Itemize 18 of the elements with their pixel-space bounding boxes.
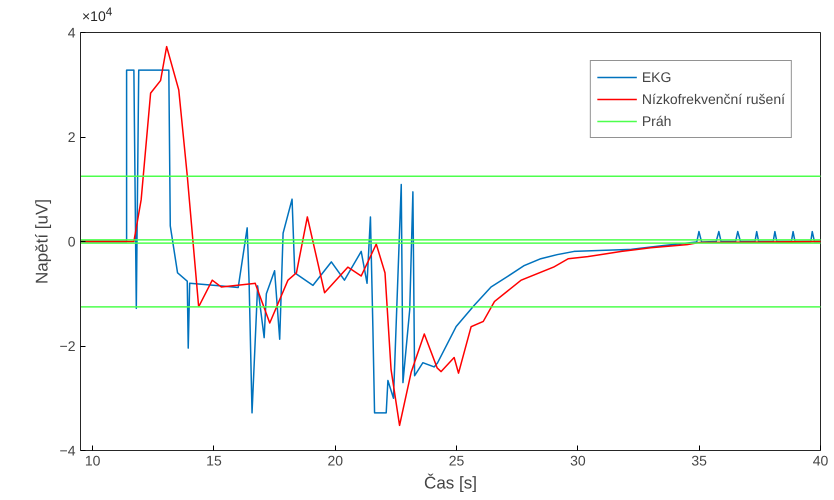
y-tick-label: 2	[68, 129, 76, 145]
x-axis-title: Čas [s]	[424, 474, 477, 492]
x-tick-label: 40	[812, 452, 828, 468]
y-tick-label: 4	[68, 24, 76, 40]
y-tick-label: −2	[60, 338, 76, 354]
y-axis-title: Napětí [uV]	[32, 198, 52, 284]
legend-label: EKG	[642, 69, 672, 85]
x-tick-label: 15	[206, 452, 222, 468]
legend-label: Nízkofrekvenční rušení	[642, 91, 785, 107]
legend-label: Práh	[642, 113, 672, 129]
text: ×10$^{4}$	[82, 5, 112, 24]
x-tick-label: 10	[84, 452, 101, 468]
x-tick-label: 30	[570, 452, 586, 468]
x-tick-label: 25	[448, 452, 465, 468]
y-tick-label: 0	[68, 234, 76, 250]
x-tick-label: 35	[691, 452, 708, 468]
y-tick-label: −4	[60, 442, 76, 458]
x-tick-label: 20	[327, 452, 344, 468]
